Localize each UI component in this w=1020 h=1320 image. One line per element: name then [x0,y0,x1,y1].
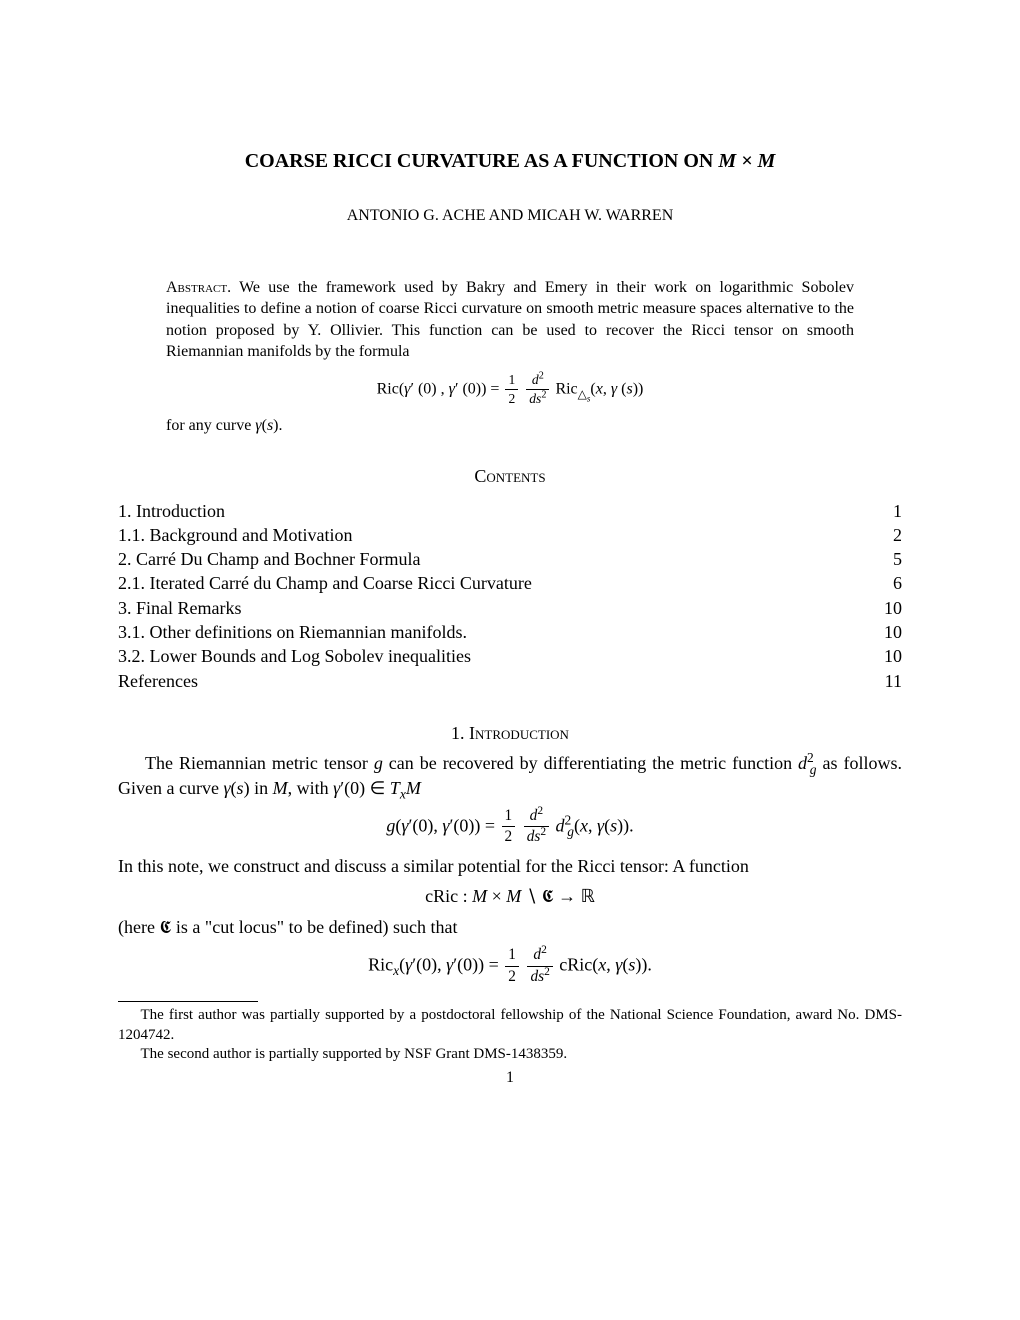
formula-metric: g(γ′(0), γ′(0)) = 12 d2ds2 d2g(x, γ(s)). [118,806,902,848]
page-number: 1 [118,1067,902,1089]
toc-label: 3.2. Lower Bounds and Log Sobolev inequa… [118,644,471,668]
toc-row: 1. Introduction 1 [118,499,902,523]
title-text: COARSE RICCI CURVATURE AS A FUNCTION ON [245,150,719,172]
para1-part-a: The Riemannian metric tensor [145,753,374,773]
toc-row: 3. Final Remarks 10 [118,596,902,620]
footnote-rule [118,1001,258,1002]
toc-page: 2 [893,523,902,547]
toc-label: 2.1. Iterated Carré du Champ and Coarse … [118,571,532,595]
section-heading-intro: 1. Introduction [118,721,902,745]
title-math: M × M [718,150,775,172]
abstract-label: Abstract. [166,279,231,296]
toc-page: 11 [885,669,902,693]
toc-label: 1. Introduction [118,499,225,523]
paper-title: COARSE RICCI CURVATURE AS A FUNCTION ON … [118,148,902,175]
contents-heading: Contents [118,464,902,488]
toc-page: 6 [893,571,902,595]
toc-row: 3.2. Lower Bounds and Log Sobolev inequa… [118,644,902,668]
toc-row: 2. Carré Du Champ and Bochner Formula 5 [118,547,902,571]
abstract-block: Abstract. We use the framework used by B… [166,277,854,363]
para1-part-b: can be recovered by differentiating the … [383,753,798,773]
abstract-formula: Ric(γ′ (0) , γ′ (0)) = 12 d2ds2 Ric△s(x,… [118,371,902,409]
abstract-body: We use the framework used by Bakry and E… [166,279,854,361]
table-of-contents: 1. Introduction 1 1.1. Background and Mot… [118,499,902,693]
paragraph-2: In this note, we construct and discuss a… [118,854,902,878]
toc-row: 3.1. Other definitions on Riemannian man… [118,620,902,644]
footnote-1: The first author was partially supported… [118,1006,902,1045]
toc-label: 2. Carré Du Champ and Bochner Formula [118,547,420,571]
toc-page: 1 [893,499,902,523]
toc-row: 1.1. Background and Motivation 2 [118,523,902,547]
toc-row: References 11 [118,669,902,693]
toc-page: 10 [884,620,902,644]
toc-row: 2.1. Iterated Carré du Champ and Coarse … [118,571,902,595]
for-any-curve: for any curve γ(s). [166,415,854,437]
para1-part-d: in [250,778,273,798]
toc-page: 10 [884,596,902,620]
formula-cric-domain: cRic : M × M ∖ 𝕮 → ℝ [118,884,902,908]
footnote-2: The second author is partially supported… [118,1045,902,1065]
paragraph-1: The Riemannian metric tensor g can be re… [118,751,902,800]
toc-label: References [118,669,198,693]
toc-label: 3. Final Remarks [118,596,242,620]
toc-page: 5 [893,547,902,571]
toc-page: 10 [884,644,902,668]
toc-label: 1.1. Background and Motivation [118,523,352,547]
formula-ricx: Ricx(γ′(0), γ′(0)) = 12 d2ds2 cRic(x, γ(… [118,945,902,987]
paper-authors: ANTONIO G. ACHE AND MICAH W. WARREN [118,205,902,227]
paragraph-3: (here 𝕮 is a "cut locus" to be defined) … [118,915,902,939]
para1-part-e: , with [288,778,334,798]
paper-page: COARSE RICCI CURVATURE AS A FUNCTION ON … [0,0,1020,1088]
toc-label: 3.1. Other definitions on Riemannian man… [118,620,467,644]
